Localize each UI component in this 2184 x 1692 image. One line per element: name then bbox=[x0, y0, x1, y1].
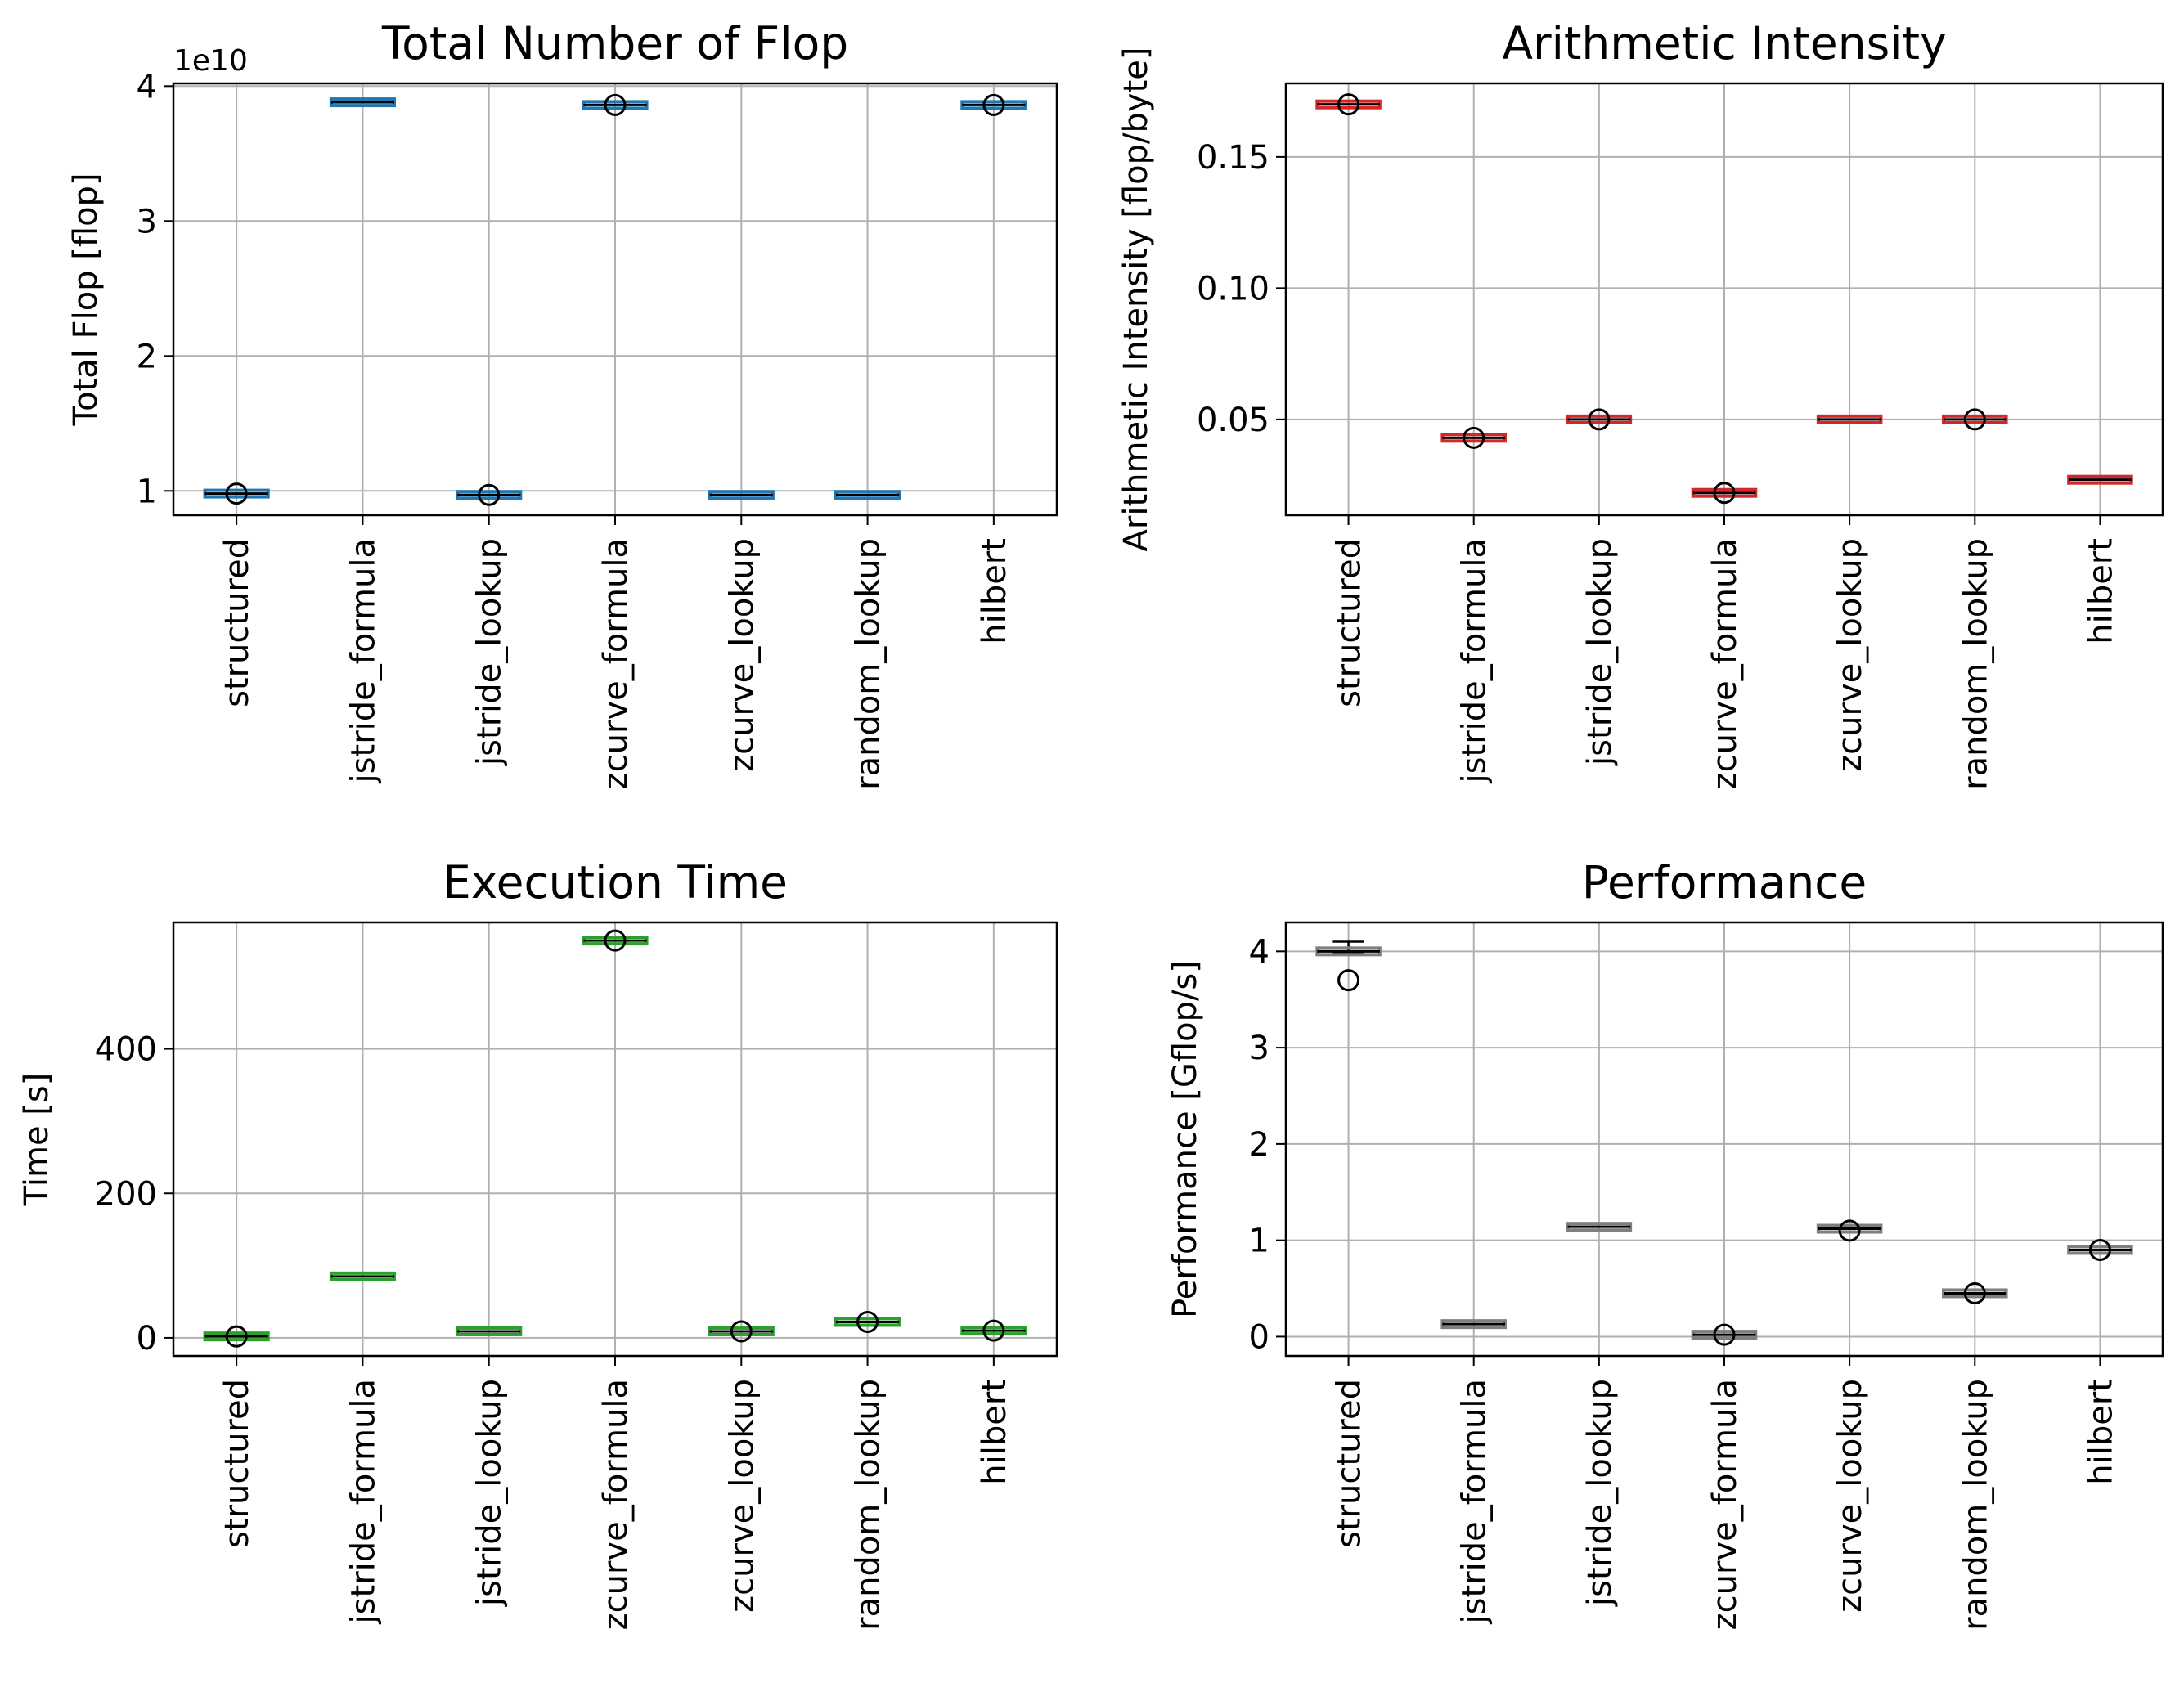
flier-point bbox=[730, 1320, 753, 1343]
x-tick-label: hilbert bbox=[2082, 538, 2119, 644]
x-tick-label: zcurve_formula bbox=[597, 538, 635, 789]
chart-title: Execution Time bbox=[443, 856, 788, 909]
flier-point bbox=[1337, 969, 1360, 992]
flier-point bbox=[1963, 408, 1986, 431]
flier-point bbox=[604, 93, 627, 116]
chart-title: Arithmetic Intensity bbox=[1502, 17, 1946, 70]
x-tick-label: random_lookup bbox=[1957, 1379, 1994, 1631]
x-tick-label: zcurve_formula bbox=[1706, 538, 1744, 789]
y-tick-label: 0.05 bbox=[1197, 402, 1270, 439]
x-tick-label: jstride_formula bbox=[1456, 1379, 1494, 1624]
y-tick-label: 1 bbox=[1249, 1223, 1270, 1260]
x-tick-label: jstride_lookup bbox=[471, 538, 509, 766]
x-tick-label: random_lookup bbox=[1957, 538, 1994, 790]
plot-frame bbox=[1284, 921, 2164, 1358]
x-tick-label: structured bbox=[1331, 538, 1368, 707]
flier-point bbox=[478, 483, 501, 506]
plot-frame bbox=[172, 82, 1058, 517]
y-tick-label: 4 bbox=[1249, 933, 1270, 971]
flier-point bbox=[225, 482, 248, 505]
y-tick-label: 0 bbox=[1249, 1318, 1270, 1356]
flier-point bbox=[982, 93, 1005, 116]
chart-title: Performance bbox=[1582, 856, 1867, 909]
y-tick-label: 3 bbox=[137, 203, 157, 240]
x-tick-label: zcurve_lookup bbox=[1831, 1379, 1869, 1613]
flier-point bbox=[225, 1325, 248, 1348]
x-tick-label: zcurve_lookup bbox=[723, 538, 761, 772]
y-tick-label: 2 bbox=[1249, 1126, 1270, 1164]
chart-total-flop: Total Number of Flop Total Flop [flop] 1… bbox=[67, 17, 1058, 790]
plot-frame bbox=[1284, 82, 2164, 517]
x-tick-label: zcurve_lookup bbox=[723, 1379, 761, 1613]
chart-execution-time: Execution Time Time [s] 0 200 400 structure… bbox=[18, 856, 1058, 1631]
x-tick-label: jstride_lookup bbox=[1581, 538, 1619, 766]
chart-arithmetic-intensity: Arithmetic Intensity Arithmetic Intensit… bbox=[1117, 17, 2164, 790]
x-tick-label: structured bbox=[218, 538, 256, 707]
y-tick-label: 3 bbox=[1249, 1030, 1270, 1067]
flier-point bbox=[1588, 408, 1611, 431]
x-tick-label: random_lookup bbox=[850, 538, 888, 790]
x-tick-label: hilbert bbox=[976, 538, 1013, 644]
x-tick-label: structured bbox=[218, 1379, 256, 1548]
flier-point bbox=[1713, 482, 1736, 505]
x-tick-label: hilbert bbox=[2082, 1379, 2119, 1485]
x-tick-label: jstride_formula bbox=[344, 538, 382, 783]
y-axis-label: Time [s] bbox=[18, 1073, 56, 1207]
x-tick-label: jstride_formula bbox=[344, 1379, 382, 1624]
x-tick-label: hilbert bbox=[976, 1379, 1013, 1485]
y-tick-label: 0 bbox=[137, 1320, 157, 1358]
flier-point bbox=[604, 929, 627, 952]
flier-point bbox=[2088, 1238, 2111, 1261]
y-axis-label: Total Flop [flop] bbox=[67, 173, 105, 426]
y-tick-label: 200 bbox=[95, 1175, 157, 1213]
flier-point bbox=[1963, 1281, 1986, 1304]
y-tick-label: 1 bbox=[137, 473, 157, 510]
y-tick-label: 0.15 bbox=[1197, 139, 1270, 177]
x-tick-label: random_lookup bbox=[850, 1379, 888, 1631]
x-tick-label: jstride_lookup bbox=[471, 1379, 509, 1607]
flier-point bbox=[982, 1319, 1005, 1342]
x-tick-label: zcurve_formula bbox=[597, 1379, 635, 1630]
flier-point bbox=[856, 1310, 879, 1333]
flier-point bbox=[1337, 93, 1360, 116]
flier-point bbox=[1838, 1219, 1861, 1242]
x-tick-label: zcurve_formula bbox=[1706, 1379, 1744, 1630]
y-axis-label: Arithmetic Intensity [flop/byte] bbox=[1117, 47, 1155, 552]
flier-point bbox=[1463, 426, 1485, 449]
x-tick-label: zcurve_lookup bbox=[1831, 538, 1869, 772]
y-tick-label: 2 bbox=[137, 338, 157, 375]
y-axis-label: Performance [Gflop/s] bbox=[1166, 960, 1204, 1318]
axis-offset-label: 1e10 bbox=[173, 44, 248, 78]
x-tick-label: jstride_lookup bbox=[1581, 1379, 1619, 1607]
y-tick-label: 4 bbox=[137, 68, 157, 105]
y-tick-label: 400 bbox=[95, 1031, 157, 1069]
chart-title: Total Number of Flop bbox=[381, 17, 848, 70]
plot-frame bbox=[172, 921, 1058, 1358]
chart-performance: Performance Performance [Gflop/s] 0 1 2 3 4 s… bbox=[1166, 856, 2164, 1631]
flier-point bbox=[1713, 1323, 1736, 1346]
x-tick-label: jstride_formula bbox=[1456, 538, 1494, 783]
x-tick-label: structured bbox=[1331, 1379, 1368, 1548]
y-tick-label: 0.10 bbox=[1197, 270, 1270, 307]
